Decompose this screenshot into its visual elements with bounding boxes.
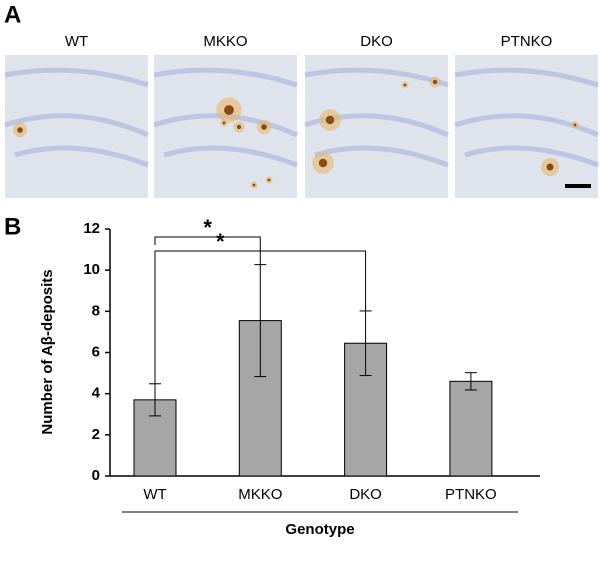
tissue-band bbox=[464, 145, 599, 168]
image-label: PTNKO bbox=[501, 33, 553, 50]
tissue-band bbox=[4, 113, 150, 138]
tissue-band bbox=[454, 113, 600, 138]
tissue-band bbox=[163, 145, 298, 168]
deposit bbox=[403, 83, 407, 87]
y-tick-label: 10 bbox=[83, 261, 100, 278]
significance-label: * bbox=[216, 229, 225, 254]
deposit bbox=[267, 178, 271, 182]
tissue-band bbox=[14, 145, 149, 168]
tissue-band bbox=[454, 67, 599, 88]
image-label: WT bbox=[65, 33, 88, 50]
significance-label: * bbox=[203, 215, 212, 240]
tissue-band bbox=[153, 67, 298, 88]
deposit bbox=[573, 123, 577, 127]
deposit bbox=[261, 124, 267, 130]
tissue-band bbox=[4, 67, 149, 88]
y-tick-label: 6 bbox=[92, 343, 100, 360]
panel-label: A bbox=[4, 1, 21, 28]
x-tick-label: WT bbox=[143, 486, 166, 503]
y-tick-label: 8 bbox=[92, 302, 100, 319]
deposit bbox=[546, 163, 554, 171]
tissue-band bbox=[314, 145, 449, 168]
image-label: DKO bbox=[360, 33, 393, 50]
bar bbox=[449, 380, 493, 477]
x-tick-label: PTNKO bbox=[445, 486, 497, 503]
deposit bbox=[325, 115, 335, 125]
significance-bracket bbox=[154, 250, 367, 384]
deposit bbox=[224, 105, 234, 115]
deposit bbox=[252, 183, 256, 187]
deposit bbox=[318, 158, 328, 168]
x-axis-label: Genotype bbox=[285, 521, 354, 538]
y-tick-label: 12 bbox=[83, 220, 100, 237]
x-tick-label: MKKO bbox=[238, 486, 282, 503]
y-tick-label: 4 bbox=[92, 385, 101, 402]
deposit bbox=[432, 79, 438, 85]
image-label: MKKO bbox=[203, 33, 247, 50]
y-axis-label: Number of Aβ-deposits bbox=[39, 269, 56, 434]
deposit bbox=[236, 124, 242, 130]
y-tick-label: 0 bbox=[92, 467, 100, 484]
y-tick-label: 2 bbox=[92, 426, 100, 443]
bar bbox=[133, 399, 177, 477]
x-tick-label: DKO bbox=[349, 486, 382, 503]
deposit bbox=[222, 121, 226, 125]
panel-label: B bbox=[4, 213, 21, 240]
deposit bbox=[17, 127, 23, 133]
